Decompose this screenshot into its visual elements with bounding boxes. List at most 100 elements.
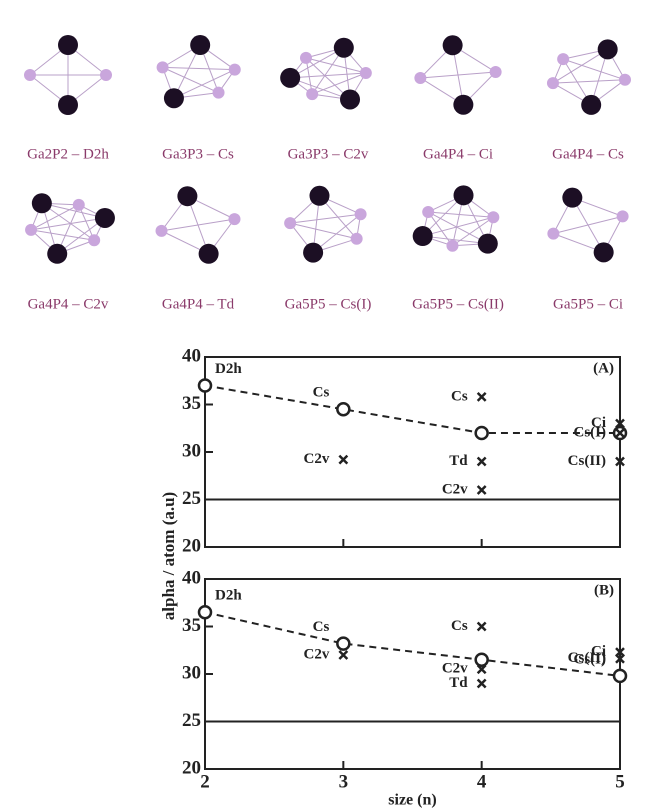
bond [305,57,366,74]
point-label: Cs [313,385,330,401]
p-atom [155,224,168,237]
point-label: Td [449,675,468,691]
bond [41,202,106,219]
point-label: C2v [303,451,329,467]
bond [290,222,357,240]
bond [162,66,219,94]
p-atom [414,71,427,84]
bond [312,72,367,95]
bond [422,216,494,237]
plot-frame [204,356,621,548]
open-circle [612,668,628,684]
bond [452,216,494,247]
cross [615,418,625,429]
x-tick-label: 2 [200,771,210,792]
open-circle [197,378,213,393]
y-tick-label: 25 [182,710,201,731]
bond [30,217,106,231]
structure-label: Ga4P4 – C2v [28,296,109,312]
ga-atom [593,242,614,263]
bond [305,57,313,95]
structure-label: Ga5P5 – Cs(I) [285,296,372,312]
point-label: Cs(II) [568,453,606,469]
p-atom [350,232,363,245]
p-atom [557,53,570,66]
cluster [156,35,241,109]
cluster [414,35,502,115]
y-tick-label: 40 [182,567,201,588]
ga-atom [177,186,198,207]
p-atom [354,208,367,221]
bond [41,202,95,241]
bond [305,57,351,100]
ga-atom [477,233,498,254]
ga-atom [412,226,433,247]
ga-atom [31,193,52,214]
bond [290,72,366,79]
bond [312,213,361,253]
structure-label: Ga5P5 – Ci [553,296,623,312]
cluster [25,193,115,264]
p-atom [88,234,101,247]
cross [476,678,487,689]
p-atom [299,51,312,64]
bond [290,213,361,224]
p-atom [100,69,112,81]
ga-atom [581,94,602,115]
p-atom [24,69,36,81]
structure-label: Ga4P4 – Cs [552,146,624,162]
ga-atom [94,207,115,228]
point-label: C2v [442,481,468,497]
p-atom [156,61,169,74]
ga-atom [190,35,211,56]
plot-frame [204,578,621,770]
bond [162,66,235,71]
panel-label: (B) [594,582,614,598]
ga-atom [597,39,618,60]
ga-atom [47,243,68,264]
p-atom [618,73,631,86]
p-atom [228,63,241,76]
cross [615,456,625,467]
point-label: C2v [303,646,329,662]
cross [615,653,625,664]
open-circle [474,652,489,667]
cross [338,650,349,660]
cluster [546,39,631,115]
point-label: Cs(II) [568,650,606,666]
dashed-line [204,611,621,677]
bond [552,48,608,84]
point-label: Cs [451,618,468,634]
open-circle [197,605,213,620]
p-atom [489,66,502,79]
point-label: C2v [442,661,468,677]
open-circle [474,425,489,441]
dashed-line [204,384,620,434]
point-label: Ci [591,644,606,660]
cross [476,664,487,675]
ga-atom [163,88,184,109]
p-atom [547,227,560,240]
p-atom [306,88,319,101]
ga-atom [280,67,301,88]
x-tick-label: 5 [615,771,625,792]
bond [552,79,626,84]
p-atom [284,217,297,230]
bond [563,58,626,81]
ga-atom [198,243,219,264]
y-tick-label: 25 [182,488,201,509]
cluster [547,187,629,263]
ga-atom [562,187,583,208]
x-axis-label: size (n) [388,792,436,809]
bond [30,229,95,241]
point-label: Td [449,453,468,469]
point-label: Cs(I) [574,424,607,440]
cross [476,621,487,632]
cluster [284,185,367,263]
ga-atom [453,185,474,206]
p-atom [72,198,85,211]
cluster [24,35,112,115]
structure-label: Ga4P4 – Ci [423,146,493,162]
point-label: D2h [215,361,242,377]
y-tick-label: 30 [182,662,201,683]
